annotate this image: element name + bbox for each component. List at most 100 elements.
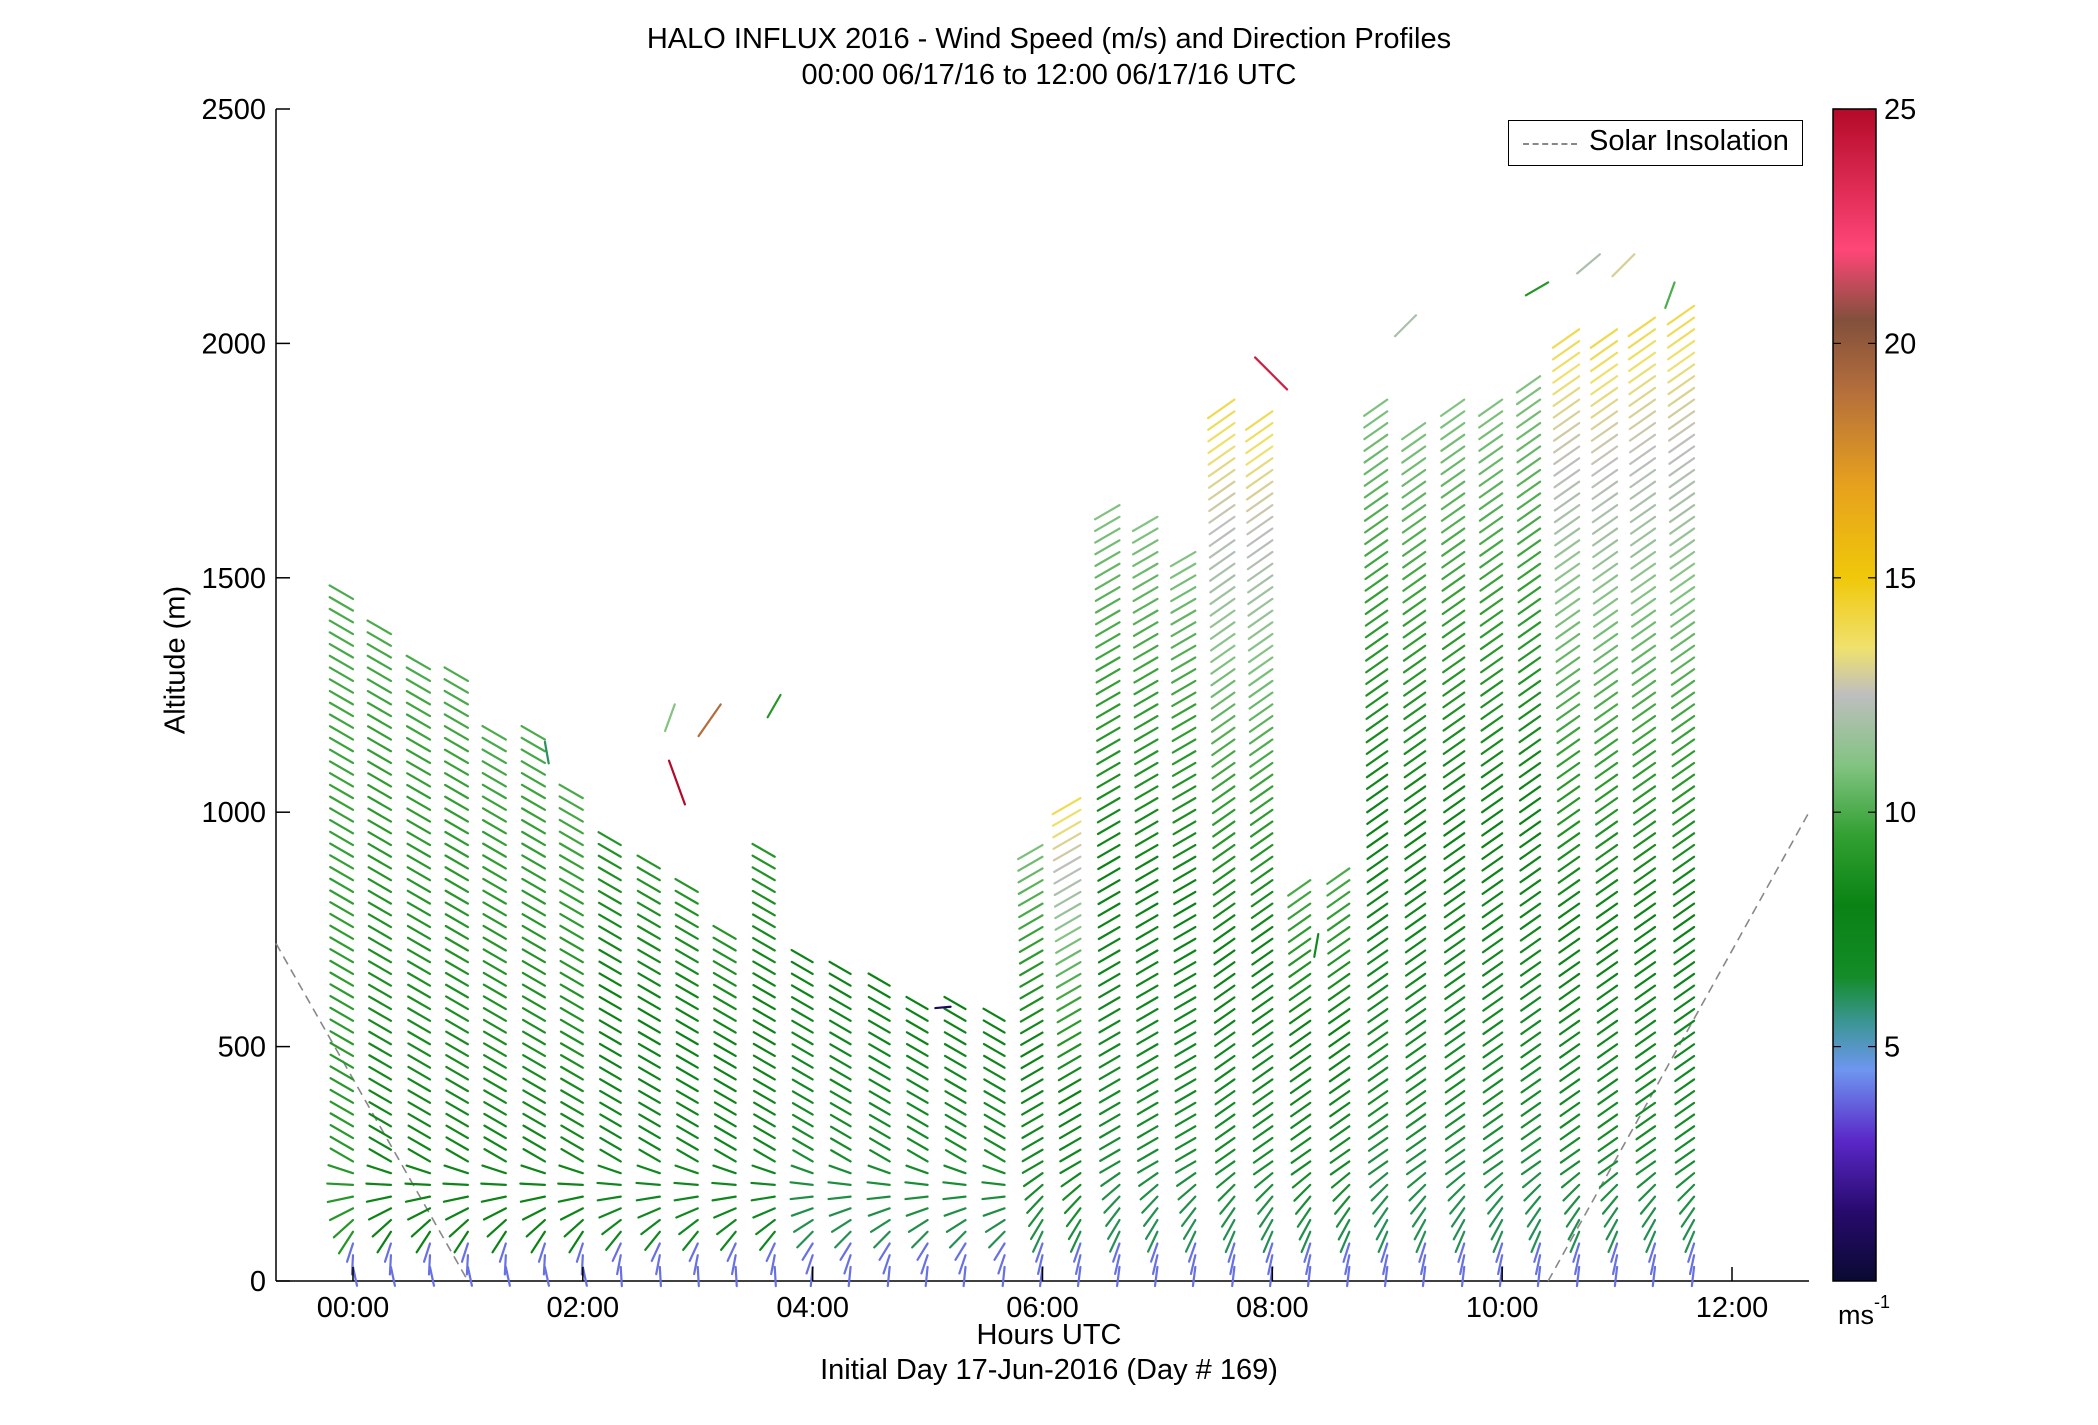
wind-barb	[1557, 902, 1581, 919]
wind-barb	[329, 1065, 355, 1081]
wind-barb	[1478, 515, 1504, 534]
wind-barb	[453, 1230, 470, 1254]
wind-barb	[1209, 574, 1236, 594]
wind-barb	[1631, 621, 1657, 640]
wind-barb	[1403, 714, 1427, 732]
wind-barb	[827, 1181, 852, 1186]
wind-barb	[404, 1182, 432, 1186]
wind-barb	[1552, 398, 1581, 419]
wind-barb	[1517, 586, 1542, 604]
wind-barb	[367, 760, 393, 776]
wind-barb	[1306, 1265, 1312, 1288]
wind-barb	[1628, 375, 1657, 396]
wind-barb	[1329, 1125, 1351, 1141]
wind-barb	[676, 1148, 699, 1163]
wind-barb	[678, 1218, 699, 1236]
wind-barb	[1405, 996, 1427, 1012]
wind-barb	[1097, 890, 1121, 906]
wind-barb	[1634, 937, 1657, 954]
wind-barb	[1252, 1101, 1274, 1118]
wind-barb	[1590, 433, 1619, 454]
wind-barb	[1096, 773, 1121, 789]
wind-barb	[906, 1054, 929, 1069]
wind-barb	[1444, 1031, 1466, 1047]
wind-barb	[1099, 1136, 1121, 1151]
wind-barb	[830, 1218, 852, 1233]
wind-barb	[367, 924, 393, 940]
wind-barb	[1592, 562, 1619, 582]
wind-barb	[1249, 797, 1274, 815]
wind-barb	[1252, 1160, 1274, 1176]
wind-barb	[521, 842, 547, 858]
wind-barb	[1027, 1207, 1044, 1228]
wind-barb	[1329, 1136, 1351, 1153]
wind-barb	[1219, 1195, 1236, 1215]
wind-barb	[329, 842, 355, 858]
wind-barb	[1290, 1136, 1312, 1153]
wind-barb	[558, 818, 584, 835]
wind-barb	[443, 772, 470, 788]
wind-barb	[328, 783, 355, 800]
wind-barb	[1518, 726, 1542, 744]
wind-barb	[942, 1195, 967, 1201]
wind-barb	[1020, 1054, 1044, 1070]
wind-barb	[559, 901, 584, 917]
wind-barb	[751, 901, 776, 917]
wind-barb	[1672, 855, 1696, 873]
wind-barb	[1667, 375, 1696, 396]
wind-barb	[329, 889, 355, 905]
wind-barb	[713, 1030, 737, 1046]
wind-barb	[443, 701, 470, 718]
wind-barb	[1132, 574, 1159, 591]
wind-barb	[329, 865, 355, 882]
wind-barb	[481, 819, 507, 835]
wind-barb	[1557, 879, 1581, 896]
wind-barb	[868, 1125, 891, 1140]
wind-barb	[483, 1054, 507, 1069]
wind-barb	[983, 1125, 1006, 1140]
wind-barb	[675, 1042, 699, 1058]
wind-barb	[366, 654, 393, 671]
wind-barb	[1214, 1148, 1236, 1164]
wind-barb	[481, 748, 507, 765]
wind-barb	[1364, 586, 1389, 604]
wind-barb	[1597, 1125, 1619, 1141]
wind-barb	[1303, 1242, 1312, 1263]
wind-barb	[1096, 808, 1121, 824]
wind-barb	[1214, 1054, 1236, 1071]
wind-barb	[1251, 937, 1274, 954]
wind-barb	[1479, 621, 1504, 639]
wind-barb	[1520, 1148, 1542, 1164]
wind-barb	[997, 1254, 1006, 1275]
wind-barb	[1133, 726, 1159, 742]
wind-barb	[1519, 937, 1542, 954]
wind-barb	[537, 1242, 547, 1263]
wind-barb	[1481, 890, 1504, 907]
wind-barb	[444, 807, 470, 823]
wind-barb	[1098, 1078, 1121, 1092]
wind-barb	[1605, 1218, 1619, 1241]
wind-barb	[1556, 785, 1581, 803]
wind-barb	[1136, 1090, 1159, 1104]
wind-barb	[521, 960, 547, 976]
wind-barb	[481, 724, 507, 741]
wind-barb	[1407, 1172, 1427, 1189]
wind-barb	[1328, 1043, 1351, 1060]
wind-barb	[1289, 1043, 1312, 1060]
wind-barb	[1153, 1265, 1159, 1288]
wind-barb	[1574, 1254, 1581, 1276]
wind-barb	[829, 1090, 852, 1104]
wind-barb	[1035, 1242, 1044, 1263]
wind-barb	[1674, 1066, 1696, 1082]
wind-barb	[1673, 949, 1696, 966]
wind-barb	[1097, 925, 1121, 941]
wind-barb	[730, 1254, 737, 1276]
wind-barb	[867, 1207, 891, 1217]
wind-barb	[1553, 504, 1581, 524]
wind-barb	[1367, 949, 1389, 965]
wind-barb	[1214, 1066, 1236, 1083]
wind-barb	[444, 783, 470, 800]
wind-barb	[522, 1042, 547, 1058]
wind-barb	[734, 1265, 738, 1288]
wind-barb	[1598, 1172, 1619, 1189]
